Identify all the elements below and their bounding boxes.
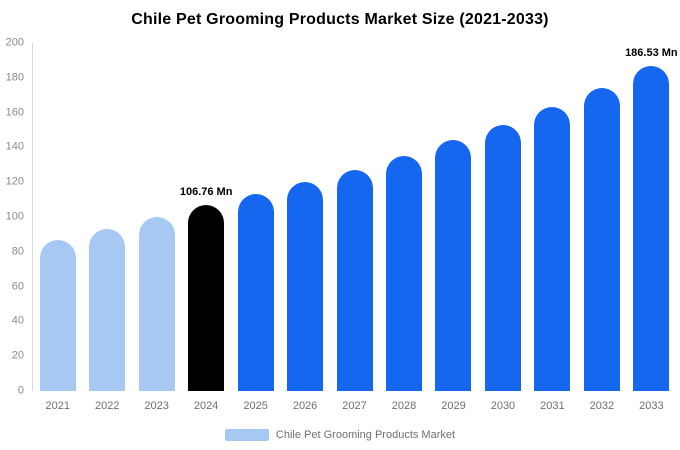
bar-2033 xyxy=(633,66,670,391)
bar-2021 xyxy=(39,239,76,391)
x-axis-label-2029: 2029 xyxy=(441,400,466,412)
bar-column-2021: 2021 xyxy=(33,43,82,412)
bar-column-2024: 2024 106.76 Mn xyxy=(179,43,233,412)
x-axis-label-2022: 2022 xyxy=(94,400,120,412)
bar-2031 xyxy=(534,107,571,391)
bar-column-2026: 2026 xyxy=(280,43,329,412)
data-label-2024: 106.76 Mn xyxy=(179,186,233,199)
x-axis-label-2028: 2028 xyxy=(391,400,417,412)
legend-swatch xyxy=(224,429,269,441)
bar-2025 xyxy=(237,194,274,391)
x-axis-label-2031: 2031 xyxy=(540,400,565,412)
bar-column-2032: 2032 xyxy=(577,43,626,412)
bar-2027 xyxy=(336,170,373,391)
x-axis-label-2021: 2021 xyxy=(45,400,70,412)
legend-label: Chile Pet Grooming Products Market xyxy=(275,429,456,441)
x-axis-label-2032: 2032 xyxy=(589,400,615,412)
x-axis-label-2027: 2027 xyxy=(342,400,367,412)
x-axis-label-2024: 2024 xyxy=(193,400,219,412)
x-axis-label-2026: 2026 xyxy=(292,400,318,412)
y-tick-label: 60 xyxy=(11,280,24,293)
bar-column-2025: 2025 xyxy=(231,43,280,412)
y-tick-label: 40 xyxy=(11,314,24,327)
legend: Chile Pet Grooming Products Market xyxy=(0,429,680,441)
chart-title: Chile Pet Grooming Products Market Size … xyxy=(131,11,549,28)
x-axis-label-2030: 2030 xyxy=(490,400,516,412)
chart-container: 0 20 40 60 80 100 120 140 160 180 200 2021 2022 2023… xyxy=(6,37,678,412)
y-tick-label: 180 xyxy=(5,71,24,84)
y-axis: 0 20 40 60 80 100 120 140 160 180 200 xyxy=(0,37,28,396)
y-tick-label: 100 xyxy=(5,210,24,223)
bar-2028 xyxy=(386,156,423,391)
bar-column-2028: 2028 xyxy=(379,43,428,412)
y-tick-label: 0 xyxy=(17,384,24,397)
bar-2023 xyxy=(138,217,175,391)
y-tick-label: 200 xyxy=(5,36,24,49)
x-axis-label-2025: 2025 xyxy=(243,400,268,412)
bar-column-2033: 2033 186.53 Mn xyxy=(625,43,678,412)
bar-2024 xyxy=(188,205,225,391)
bar-column-2029: 2029 xyxy=(429,43,478,412)
bar-2022 xyxy=(89,229,126,391)
bar-2029 xyxy=(435,140,472,391)
bar-2030 xyxy=(484,124,521,391)
bar-column-2030: 2030 xyxy=(478,43,527,412)
bar-column-2027: 2027 xyxy=(330,43,379,412)
y-tick-label: 140 xyxy=(5,140,24,153)
y-tick-label: 80 xyxy=(11,245,24,258)
y-tick-label: 20 xyxy=(11,349,24,362)
bar-2032 xyxy=(583,88,620,391)
y-tick-label: 160 xyxy=(5,106,24,119)
x-axis-label-2033: 2033 xyxy=(639,400,664,412)
bar-column-2022: 2022 xyxy=(82,43,131,412)
plot-area: 2021 2022 2023 2024 106.76 Mn 2025 2026 2027 202… xyxy=(32,43,678,412)
bar-2026 xyxy=(287,182,324,391)
data-label-2033: 186.53 Mn xyxy=(625,47,678,60)
bar-column-2031: 2031 xyxy=(528,43,577,412)
y-tick-label: 120 xyxy=(5,175,24,188)
x-axis-label-2023: 2023 xyxy=(144,400,169,412)
bar-column-2023: 2023 xyxy=(132,43,181,412)
